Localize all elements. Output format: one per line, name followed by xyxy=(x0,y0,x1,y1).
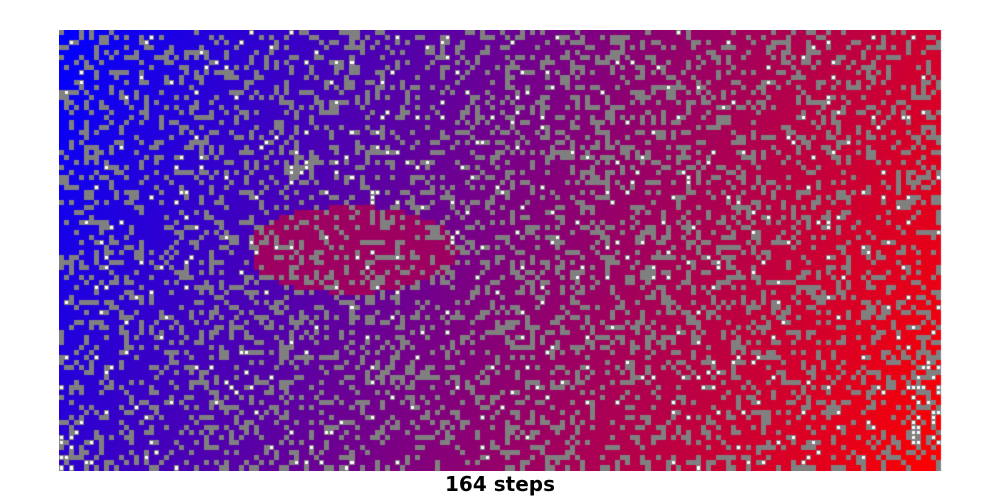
maze-canvas xyxy=(59,30,942,471)
maze-grid xyxy=(59,30,942,471)
step-count-caption: 164 steps xyxy=(445,472,555,496)
